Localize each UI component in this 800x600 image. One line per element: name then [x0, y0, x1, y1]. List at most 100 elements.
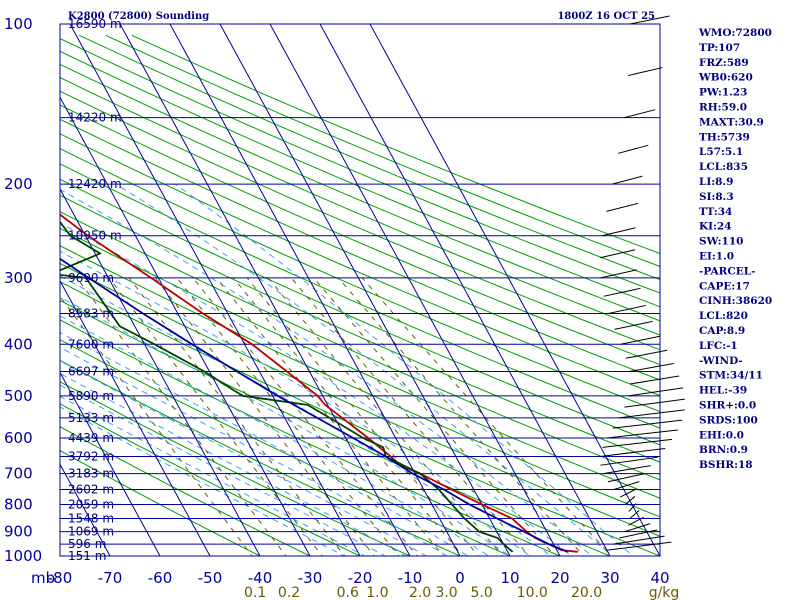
sounding-traces — [60, 213, 578, 553]
dry-adiabat — [60, 178, 660, 446]
wind-barb — [612, 419, 683, 429]
index-value: -PARCEL- — [699, 265, 755, 277]
isotherm — [60, 188, 261, 556]
height-label: 1069 m — [68, 525, 114, 539]
dry-adiabat — [60, 245, 660, 518]
pressure-tick-label: 200 — [4, 175, 33, 193]
index-value: MAXT:30.9 — [699, 116, 764, 128]
mixing-ratio-line — [337, 277, 585, 556]
wind-barb — [628, 363, 674, 373]
temperature-tick-label: -50 — [198, 569, 223, 587]
temperature-tick-label: -60 — [148, 569, 173, 587]
wind-barb — [619, 529, 658, 539]
mixing-ratio-line — [192, 277, 418, 556]
mixing-ratio-line — [233, 277, 464, 556]
index-value: BRN:0.9 — [699, 444, 748, 456]
wind-barb — [619, 488, 637, 498]
isotherm — [369, 24, 660, 556]
height-label: 3183 m — [68, 467, 114, 481]
height-label: 5890 m — [68, 389, 114, 403]
index-value: -WIND- — [699, 355, 743, 367]
mixing-ratio-line — [267, 277, 504, 556]
height-label: 14220 m — [68, 111, 122, 125]
index-value: TP:107 — [699, 42, 740, 54]
wind-barb — [618, 409, 685, 419]
isotherm — [69, 24, 361, 556]
temperature-tick-label: -70 — [98, 569, 123, 587]
height-label: 5133 m — [68, 411, 114, 425]
dry-adiabat — [60, 426, 312, 556]
isotherm — [60, 96, 311, 556]
dry-adiabat — [60, 359, 462, 556]
pressure-tick-label: 900 — [4, 523, 33, 541]
dry-adiabat — [60, 403, 362, 556]
mixing-ratio-tick-label: 10.0 — [517, 585, 548, 600]
moist-adiabat — [60, 372, 407, 556]
height-label: 10950 m — [68, 229, 122, 243]
temperature-tick-label: 10 — [500, 569, 519, 587]
index-value: HEL:-39 — [699, 385, 747, 397]
wind-barb — [612, 175, 643, 185]
valid-time: 1800Z 16 OCT 25 — [557, 11, 655, 22]
height-label: 1548 m — [68, 511, 114, 525]
index-value: EHI:0.0 — [699, 429, 744, 441]
dry-adiabat — [60, 50, 660, 308]
wind-barb — [624, 523, 651, 533]
temperature-tick-label: 40 — [650, 569, 669, 587]
isotherm — [60, 279, 211, 556]
mixing-ratio-line — [215, 277, 445, 556]
dry-adiabat — [60, 227, 660, 499]
index-value: LFC:-1 — [699, 340, 738, 352]
mixing-ratio-tick-label: 0.6 — [337, 585, 359, 600]
temperature-tick-label: -80 — [48, 569, 73, 587]
height-label: 8583 m — [68, 306, 114, 320]
plot-area — [60, 24, 660, 556]
background-grid — [59, 23, 661, 557]
temperature-tick-label: 20 — [550, 569, 569, 587]
wind-barb — [602, 438, 673, 448]
wind-barb — [600, 269, 637, 279]
wind-barb — [627, 67, 663, 77]
isotherm — [219, 24, 511, 556]
dry-adiabat — [131, 34, 660, 255]
height-label: 9690 m — [68, 271, 114, 285]
index-value: CINH:38620 — [699, 295, 772, 307]
index-value: SI:8.3 — [699, 191, 734, 203]
moist-adiabat — [60, 315, 490, 556]
sounding-trace — [60, 213, 578, 553]
dry-adiabat — [60, 77, 660, 336]
wind-barb — [629, 15, 670, 25]
isotherm — [60, 463, 111, 556]
mixing-ratio-tick-label: 0.2 — [278, 585, 300, 600]
wind-barb — [602, 227, 636, 237]
wind-barb — [607, 473, 645, 483]
mixing-ratio-tick-label: 2.0 — [409, 585, 431, 600]
mixing-ratio-tick-label: 20.0 — [571, 585, 602, 600]
index-value: CAPE:17 — [699, 280, 750, 292]
index-value: TT:34 — [699, 206, 732, 218]
mixing-ratio-unit: g/kg — [649, 585, 680, 600]
wind-barb — [606, 202, 639, 212]
dry-adiabat — [60, 63, 660, 322]
temperature-tick-label: 30 — [600, 569, 619, 587]
wind-barb — [608, 304, 647, 314]
dry-adiabat — [60, 38, 660, 294]
wind-barbs — [600, 15, 685, 551]
wind-barb — [613, 535, 665, 545]
wind-barb — [600, 456, 658, 466]
pressure-tick-label: 300 — [4, 269, 33, 287]
moist-adiabat — [60, 346, 449, 556]
wind-barb — [600, 249, 636, 259]
pressure-tick-label: 500 — [4, 387, 33, 405]
height-label: 596 m — [68, 537, 106, 551]
wind-barb — [606, 429, 678, 439]
wind-barb — [614, 320, 653, 330]
index-value: SHR+:0.0 — [699, 400, 756, 412]
wind-barb — [600, 447, 666, 457]
wind-barb — [618, 144, 649, 154]
temperature-tick-label: -30 — [298, 569, 323, 587]
wind-barb — [625, 349, 668, 359]
index-value: FRZ:589 — [699, 57, 749, 69]
wind-barb — [624, 398, 685, 408]
